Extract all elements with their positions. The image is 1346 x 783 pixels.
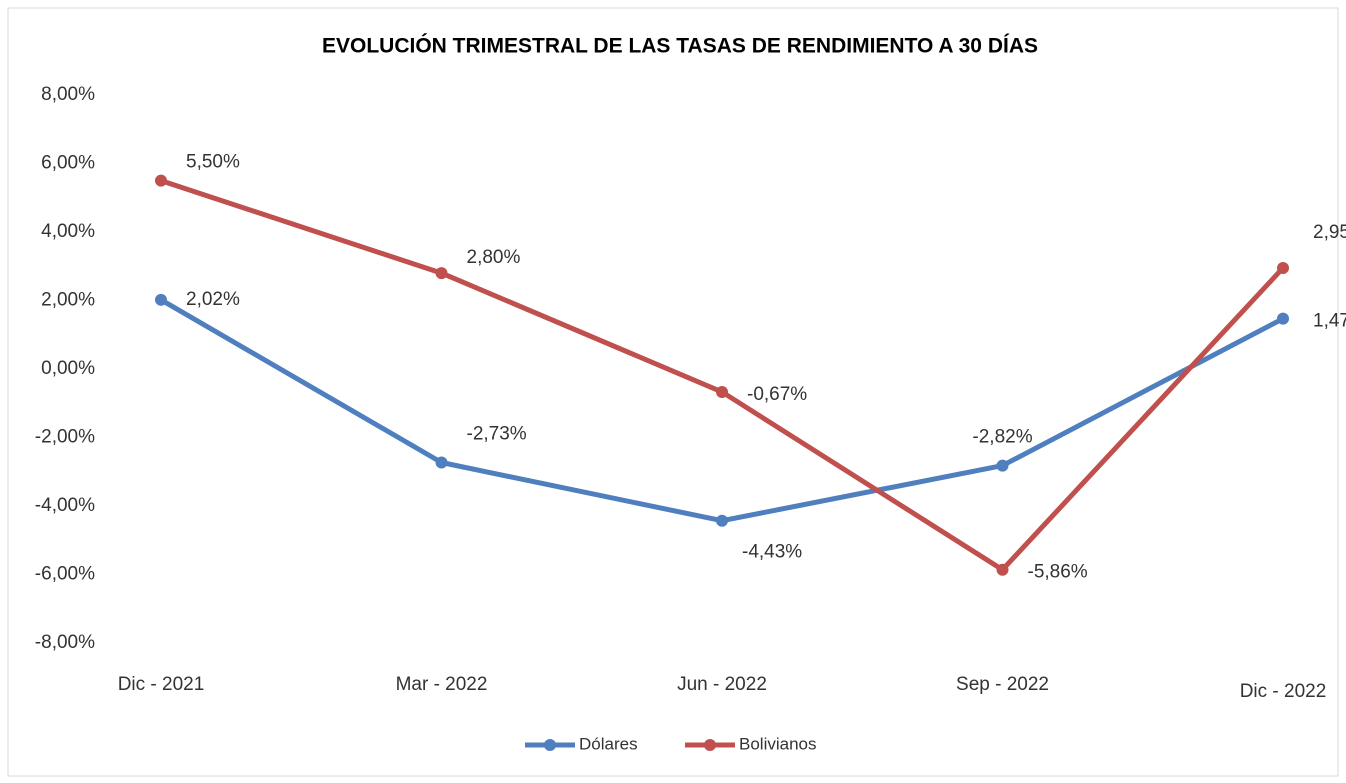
data-label: -2,73% (467, 424, 527, 445)
y-tick-label: -6,00% (35, 564, 95, 585)
data-point (435, 456, 448, 469)
y-tick-label: 2,00% (41, 290, 95, 311)
data-label: -4,43% (742, 542, 802, 563)
y-tick-label: -2,00% (35, 427, 95, 448)
data-point (155, 174, 167, 187)
data-point (996, 563, 1009, 576)
data-label: 5,50% (186, 152, 240, 173)
x-tick-label: Dic - 2022 (1240, 681, 1327, 702)
data-label: 1,47% (1313, 311, 1346, 332)
chart-title: EVOLUCIÓN TRIMESTRAL DE LAS TASAS DE REN… (322, 34, 1038, 58)
data-point (435, 267, 448, 280)
y-tick-label: -8,00% (35, 632, 95, 653)
data-label: 2,95% (1313, 222, 1346, 243)
data-point (1277, 312, 1289, 325)
data-point (1277, 261, 1289, 274)
legend-label: Bolivianos (739, 734, 817, 753)
legend-marker (544, 739, 556, 751)
x-tick-label: Dic - 2021 (118, 674, 205, 695)
data-label: 2,80% (467, 247, 521, 268)
y-tick-label: 6,00% (41, 153, 95, 174)
y-tick-label: 8,00% (41, 84, 95, 105)
data-label: 2,02% (186, 289, 240, 310)
x-tick-label: Jun - 2022 (677, 674, 767, 695)
legend-label: Dólares (579, 734, 638, 753)
data-label: -5,86% (1028, 562, 1088, 583)
data-label: -0,67% (747, 384, 807, 405)
data-point (716, 385, 728, 398)
data-point (996, 459, 1009, 472)
x-tick-label: Mar - 2022 (396, 674, 488, 695)
data-point (716, 514, 728, 527)
y-tick-label: -4,00% (35, 495, 95, 516)
y-tick-label: 4,00% (41, 221, 95, 242)
data-point (155, 293, 167, 306)
x-tick-label: Sep - 2022 (956, 674, 1049, 695)
legend-marker (704, 739, 716, 751)
y-tick-label: 0,00% (41, 358, 95, 379)
data-label: -2,82% (972, 427, 1032, 448)
chart-frame (7, 7, 1339, 777)
